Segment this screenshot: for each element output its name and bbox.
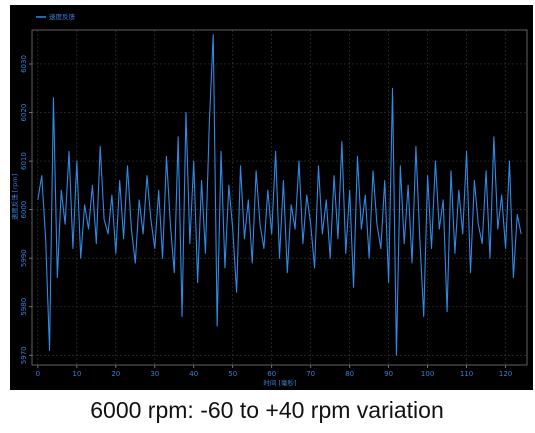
- x-tick-label: 10: [72, 370, 81, 378]
- x-tick-label: 50: [228, 370, 237, 378]
- y-tick-label: 5990: [20, 249, 28, 267]
- x-tick-label: 120: [499, 370, 512, 378]
- x-tick-label: 30: [150, 370, 159, 378]
- y-tick-label: 5980: [20, 298, 28, 316]
- chart-background: [10, 5, 533, 390]
- legend-label: 速度反馈: [49, 12, 76, 21]
- y-tick-label: 6020: [20, 104, 28, 122]
- x-tick-label: 70: [306, 370, 315, 378]
- x-tick-label: 40: [189, 370, 198, 378]
- x-tick-label: 90: [384, 370, 393, 378]
- y-axis-label: 速度反馈 [rpm]: [10, 174, 19, 220]
- y-tick-label: 6030: [20, 55, 28, 73]
- y-tick-label: 6010: [20, 152, 28, 170]
- x-tick-label: 110: [460, 370, 473, 378]
- plot-frame: [31, 29, 528, 366]
- caption: 6000 rpm: -60 to +40 rpm variation: [90, 397, 444, 423]
- data-line: [37, 34, 522, 356]
- x-tick-label: 20: [111, 370, 120, 378]
- y-tick-label: 6000: [20, 201, 28, 219]
- x-tick-label: 0: [36, 370, 40, 378]
- y-tick-label: 5970: [20, 346, 28, 364]
- x-tick-label: 80: [345, 370, 354, 378]
- x-tick-label: 100: [421, 370, 434, 378]
- x-tick-label: 60: [267, 370, 276, 378]
- x-axis-label: 时间 [毫秒]: [263, 378, 296, 387]
